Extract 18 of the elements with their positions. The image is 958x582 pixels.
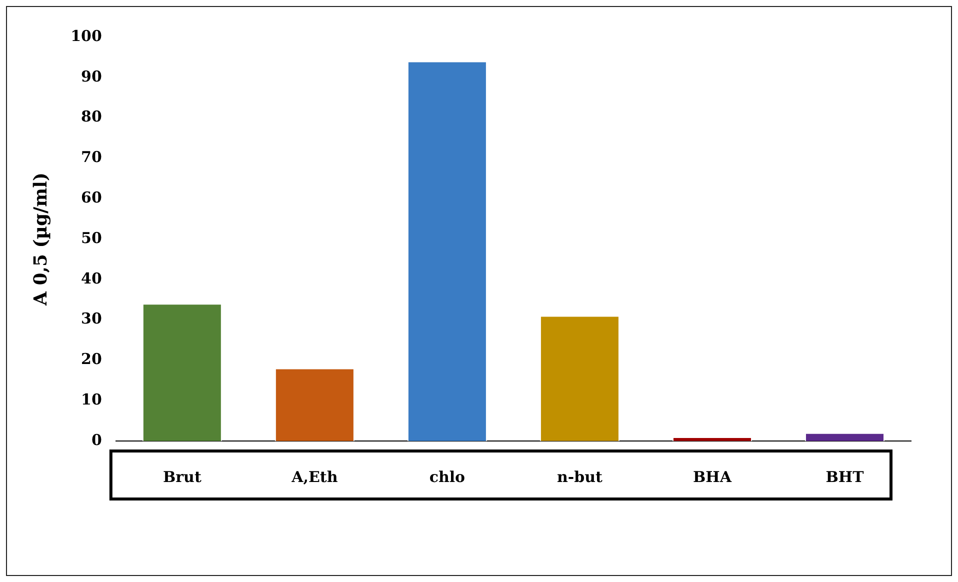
y-tick-label: 20 xyxy=(81,350,102,368)
y-tick-label: 60 xyxy=(81,188,102,206)
y-tick-label: 100 xyxy=(70,26,102,45)
y-axis-title: A 0,5 (µg/ml) xyxy=(30,172,52,307)
x-tick-label: BHT xyxy=(826,468,865,486)
y-tick-label: 10 xyxy=(81,390,102,408)
y-tick-label: 50 xyxy=(81,228,102,247)
x-tick-label: n-but xyxy=(556,468,603,486)
y-tick-label: 90 xyxy=(81,67,102,86)
y-tick-label: 40 xyxy=(81,269,102,288)
x-tick-label: BHA xyxy=(692,468,732,486)
x-tick-label: Brut xyxy=(162,468,202,486)
x-tick-label: chlo xyxy=(429,468,466,486)
y-tick-label: 80 xyxy=(81,108,102,126)
x-tick-label: A,Eth xyxy=(290,468,338,486)
y-tick-label: 0 xyxy=(91,430,102,449)
y-tick-label: 70 xyxy=(81,148,102,166)
y-tick-label: 30 xyxy=(81,310,102,328)
